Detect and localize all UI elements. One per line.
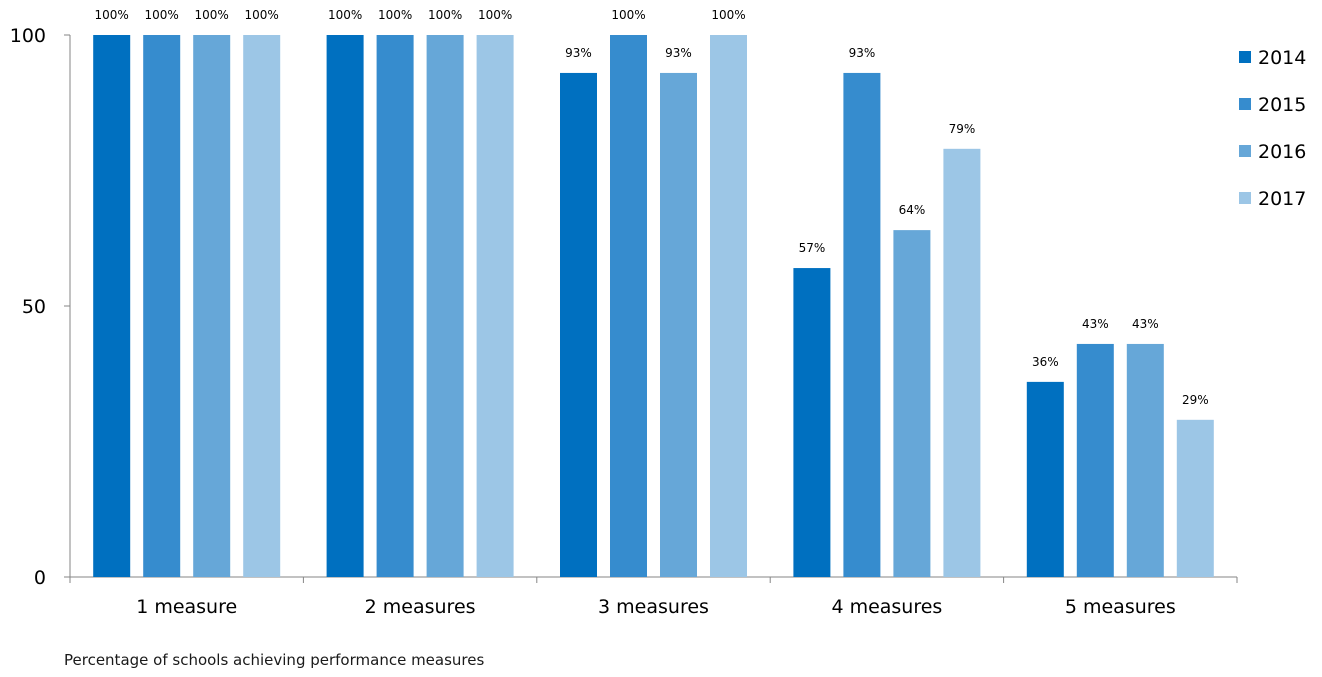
bar-2015-4 bbox=[1076, 343, 1114, 577]
bar-2016-4 bbox=[1126, 343, 1164, 577]
bar-2017-2 bbox=[710, 35, 747, 577]
legend-label-2015: 2015 bbox=[1258, 94, 1306, 116]
bar-2014-1 bbox=[326, 35, 364, 577]
bar-2014-3 bbox=[793, 268, 831, 577]
x-category-label: 4 measures bbox=[831, 596, 942, 618]
bar-2014-4 bbox=[1026, 381, 1064, 577]
chart-data-labels: 100% 100% 93% 57% 36% 100% 100% 100% 93% 43% 100% 1… bbox=[95, 8, 1209, 407]
bar-data-label: 57% bbox=[799, 241, 826, 255]
bar-data-label: 93% bbox=[665, 46, 692, 60]
bar-2014-2 bbox=[560, 72, 597, 577]
bar-data-label: 36% bbox=[1032, 355, 1059, 369]
bar-2016-2 bbox=[660, 72, 697, 577]
bar-2015-3 bbox=[843, 72, 881, 577]
bar-data-label: 79% bbox=[949, 122, 976, 136]
bar-2017-0 bbox=[243, 35, 281, 577]
y-tick-label: 50 bbox=[22, 296, 46, 318]
x-category-label: 2 measures bbox=[365, 596, 476, 618]
bar-2017-3 bbox=[943, 148, 981, 577]
chart-axes: 0 50 100 1 measure 2 measures 3 measures 4 mea… bbox=[10, 25, 1238, 618]
legend-label-2016: 2016 bbox=[1258, 141, 1306, 163]
chart-caption: Percentage of schools achieving performa… bbox=[64, 651, 485, 669]
bar-2014-0 bbox=[93, 35, 131, 577]
legend-swatch-2015 bbox=[1239, 98, 1251, 110]
bar-data-label: 43% bbox=[1082, 317, 1109, 331]
bar-data-label: 100% bbox=[711, 8, 745, 22]
y-tick-label: 0 bbox=[34, 567, 46, 589]
y-tick-label: 100 bbox=[10, 25, 46, 47]
bar-2015-2 bbox=[610, 35, 647, 577]
bar-data-label: 100% bbox=[95, 8, 129, 22]
bar-data-label: 100% bbox=[378, 8, 412, 22]
bar-data-label: 29% bbox=[1182, 393, 1209, 407]
x-category-label: 1 measure bbox=[136, 596, 237, 618]
legend-label-2014: 2014 bbox=[1258, 47, 1306, 69]
legend-swatch-2014 bbox=[1239, 51, 1251, 63]
legend-label-2017: 2017 bbox=[1258, 188, 1306, 210]
bar-data-label: 100% bbox=[245, 8, 279, 22]
bar-data-label: 100% bbox=[195, 8, 229, 22]
bar-data-label: 100% bbox=[478, 8, 512, 22]
bar-data-label: 100% bbox=[611, 8, 645, 22]
bar-data-label: 93% bbox=[849, 46, 876, 60]
bar-data-label: 93% bbox=[565, 46, 592, 60]
bar-2015-1 bbox=[376, 35, 414, 577]
bar-2017-1 bbox=[476, 35, 514, 577]
bar-data-label: 100% bbox=[328, 8, 362, 22]
x-category-label: 5 measures bbox=[1065, 596, 1176, 618]
bar-2015-0 bbox=[143, 35, 181, 577]
x-category-label: 3 measures bbox=[598, 596, 709, 618]
bar-data-label: 100% bbox=[428, 8, 462, 22]
chart-bars bbox=[93, 35, 1214, 577]
bar-data-label: 64% bbox=[899, 203, 926, 217]
bar-data-label: 100% bbox=[145, 8, 179, 22]
bar-data-label: 43% bbox=[1132, 317, 1159, 331]
chart-legend: 2014 2015 2016 2017 bbox=[1239, 47, 1306, 210]
legend-swatch-2017 bbox=[1239, 192, 1251, 204]
bar-2017-4 bbox=[1176, 419, 1214, 577]
bar-2016-3 bbox=[893, 230, 931, 577]
bar-2016-0 bbox=[193, 35, 231, 577]
bar-2016-1 bbox=[426, 35, 464, 577]
legend-swatch-2016 bbox=[1239, 145, 1251, 157]
